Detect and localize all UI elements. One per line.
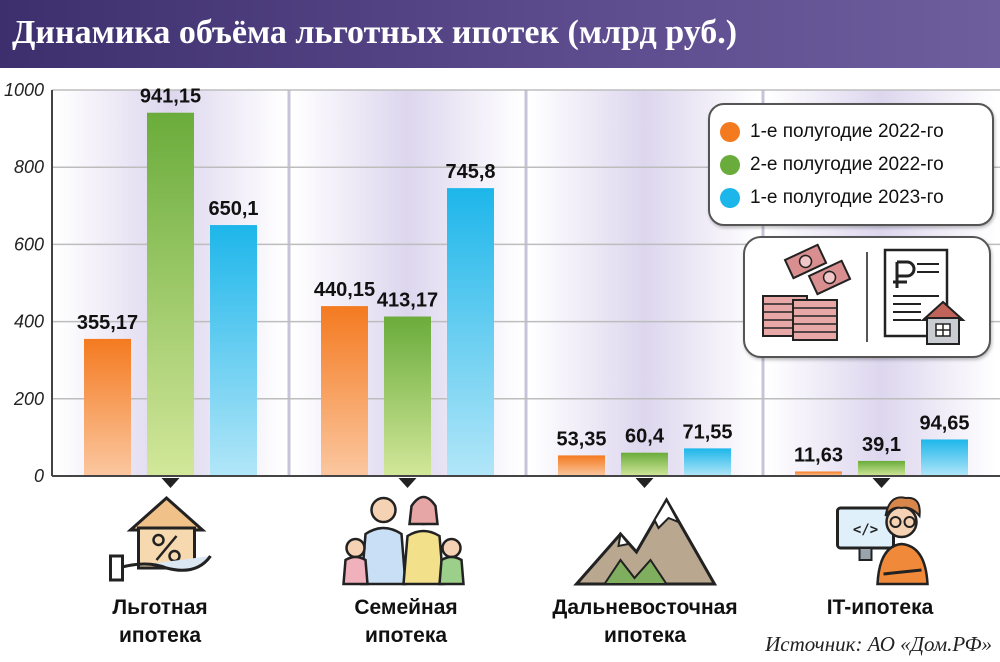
bar: [384, 316, 431, 476]
bar: [84, 338, 131, 476]
y-tick-label: 800: [14, 157, 44, 177]
svg-text:</>: </>: [853, 522, 878, 538]
chart-title: Динамика объёма льготных ипотек (млрд ру…: [12, 14, 738, 51]
bar: [210, 225, 257, 476]
y-tick-label: 200: [13, 389, 44, 409]
y-tick-label: 1000: [4, 80, 44, 100]
category-pointer: [398, 478, 417, 488]
category-pointer: [635, 478, 654, 488]
data-label: 94,65: [919, 412, 969, 434]
bar: [921, 439, 968, 476]
data-label: 60,4: [625, 426, 665, 448]
bar: [558, 455, 605, 476]
y-tick-label: 0: [34, 466, 44, 486]
data-label: 440,15: [314, 279, 375, 301]
bar: [795, 471, 842, 476]
category-pointer: [161, 478, 180, 488]
data-label: 53,35: [556, 428, 606, 450]
legend: 1-е полугодие 2022-го 2-е полугодие 2022…: [708, 103, 994, 226]
data-label: 355,17: [77, 312, 138, 334]
legend-swatch-orange: [720, 122, 740, 142]
family-icon: [342, 495, 465, 586]
money-stacks-icon: [762, 243, 852, 341]
bar: [447, 188, 494, 476]
legend-label: 1-е полугодие 2023-го: [750, 187, 944, 208]
data-label: 941,15: [140, 86, 201, 108]
legend-item: 2-е полугодие 2022-го: [720, 150, 944, 180]
data-label: 11,63: [794, 445, 843, 467]
mountains-icon: [573, 496, 718, 586]
data-label: 71,55: [682, 421, 732, 443]
it-specialist-icon: </>: [836, 496, 929, 586]
data-label: 650,1: [208, 198, 258, 220]
bar: [147, 112, 194, 477]
house-percent-icon: [109, 495, 212, 582]
bar: [684, 448, 731, 476]
legend-item: 1-е полугодие 2023-го: [720, 183, 944, 213]
icon-panel: [743, 236, 991, 358]
data-label: 39,1: [862, 434, 901, 456]
data-label: 413,17: [377, 290, 438, 312]
source-note: Источник: АО «Дом.РФ»: [765, 632, 992, 656]
bar: [621, 452, 668, 476]
legend-swatch-cyan: [720, 188, 740, 208]
category-label: Льготная ипотека: [112, 596, 208, 647]
legend-swatch-green: [720, 155, 740, 175]
icon-panel-art: [762, 243, 966, 345]
legend-label: 2-е полугодие 2022-го: [750, 154, 944, 175]
y-tick-label: 600: [14, 234, 44, 254]
category-pointer: [872, 478, 891, 488]
mortgage-document-icon: [883, 248, 966, 345]
category-label: Семейная ипотека: [354, 596, 458, 647]
category-label: IT-ипотека: [826, 596, 934, 619]
legend-item: 1-е полугодие 2022-го: [720, 117, 944, 147]
bar: [858, 460, 905, 476]
legend-label: 1-е полугодие 2022-го: [750, 121, 944, 142]
title-bar: Динамика объёма льготных ипотек (млрд ру…: [0, 0, 1000, 68]
data-label: 745,8: [445, 161, 495, 183]
y-tick-label: 400: [14, 312, 44, 332]
bar: [321, 306, 368, 476]
category-label: Дальневосточная ипотека: [552, 596, 738, 647]
